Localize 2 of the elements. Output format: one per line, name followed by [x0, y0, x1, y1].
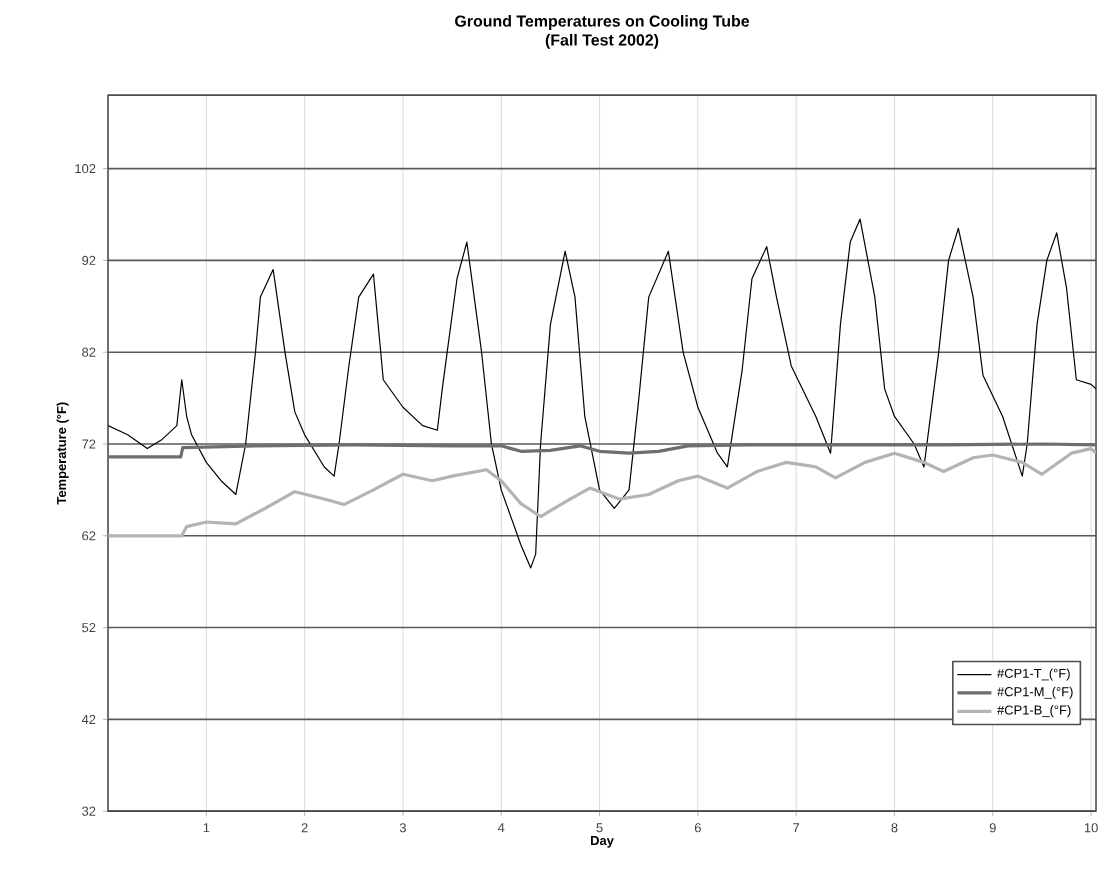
line-series — [108, 446, 1097, 538]
line-series — [108, 218, 1097, 569]
